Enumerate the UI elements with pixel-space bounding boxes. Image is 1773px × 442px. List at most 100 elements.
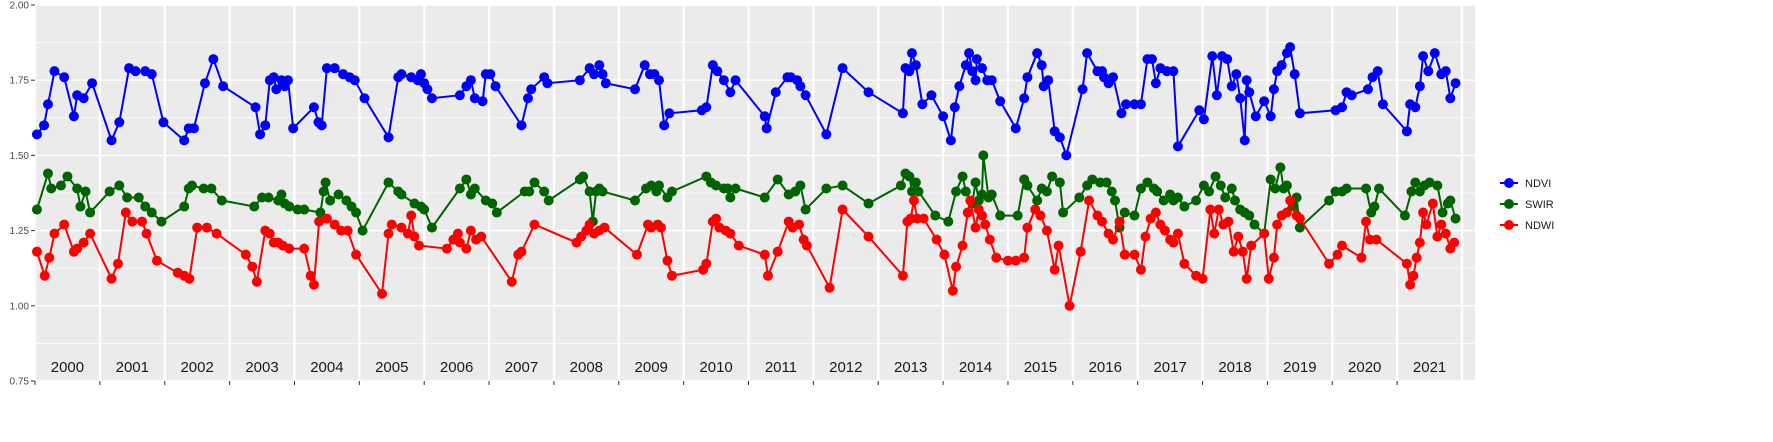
ndvi-point (490, 81, 501, 92)
ndwi-point (1263, 273, 1274, 284)
ndvi-point (589, 69, 600, 80)
ndvi-point (349, 75, 360, 86)
ndvi-point (1121, 99, 1132, 110)
ndvi-point (308, 102, 319, 113)
swir-point (325, 195, 336, 206)
ndvi-point (359, 93, 370, 104)
ndwi-point (85, 228, 96, 239)
swir-point (654, 180, 664, 191)
ndvi-point (188, 123, 199, 134)
ndwi-point (1259, 228, 1270, 239)
swir-point (1110, 195, 1120, 206)
swir-point (1047, 171, 1058, 182)
legend-label-ndvi: NDVI (1525, 178, 1551, 190)
ndwi-point (1135, 264, 1146, 275)
ndvi-point (383, 132, 394, 143)
ndwi-point (918, 213, 929, 224)
swir-point (951, 186, 962, 197)
ndvi-point (1022, 72, 1033, 83)
swir-point (396, 189, 407, 200)
ndvi-point (260, 120, 271, 131)
ndvi-point (526, 84, 537, 95)
swir-point (1179, 201, 1190, 212)
ndwi-point (351, 249, 362, 260)
ndvi-point (87, 78, 98, 89)
ndwi-point (529, 219, 540, 230)
swir-point (1012, 210, 1023, 221)
swir-point (216, 195, 227, 206)
ndvi-point (1032, 48, 1043, 59)
ndvi-point (995, 96, 1006, 107)
legend-label-swir: SWIR (1525, 199, 1554, 211)
ndwi-point (762, 270, 773, 281)
ndvi-point (917, 99, 928, 110)
ndwi-point (965, 195, 976, 206)
swir-point (1041, 186, 1052, 197)
ndvi-point (1294, 108, 1305, 119)
swir-point (1230, 195, 1240, 206)
ndvi-point (597, 69, 608, 80)
ndwi-point (991, 252, 1002, 263)
ndwi-point (1119, 249, 1130, 260)
ndvi-point (1061, 150, 1072, 161)
swir-point (800, 204, 811, 215)
ndvi-point (910, 60, 921, 71)
ndvi-point (949, 102, 960, 113)
ndvi-point (1244, 87, 1255, 98)
ndwi-point (44, 252, 55, 263)
ndvi-point (1194, 105, 1205, 116)
ndwi-point (137, 216, 148, 227)
swir-point (904, 171, 915, 182)
swir-point (1210, 171, 1221, 182)
swir-point (986, 189, 997, 200)
ndwi-point (59, 219, 70, 230)
swir-point (957, 171, 968, 182)
swir-point (930, 210, 941, 221)
ndwi-point (1332, 249, 1343, 260)
swir-point (1191, 195, 1202, 206)
ndvi-point (904, 66, 915, 77)
ndwi-point (1356, 252, 1367, 263)
swir-point (1450, 213, 1461, 224)
ndwi-point (78, 237, 89, 248)
ndwi-point (666, 270, 677, 281)
swir-point (55, 180, 66, 191)
legend: NDVI SWIR NDWI (1500, 178, 1554, 232)
ndvi-point (725, 87, 736, 98)
ndwi-point (794, 219, 805, 230)
swir-point (80, 186, 91, 197)
swir-point (133, 192, 144, 203)
ndvi-point (1414, 81, 1425, 92)
ndvi-point (78, 93, 89, 104)
ndwi-point (1209, 228, 1220, 239)
ndvi-point (454, 90, 465, 101)
ndwi-point (1223, 216, 1234, 227)
ndvi-point (39, 120, 50, 131)
ndwi-point (1129, 249, 1140, 260)
swir-point (578, 171, 589, 182)
swir-point (1432, 180, 1443, 191)
swir-point (1101, 177, 1112, 188)
ndvi-point (218, 81, 229, 92)
swir-point (351, 207, 362, 218)
ndvi-point (1222, 54, 1233, 65)
ndwi-point (1053, 240, 1064, 251)
ndwi-point (1241, 273, 1252, 284)
ndwi-point (454, 237, 465, 248)
ndvi-point (1276, 60, 1287, 71)
swir-point (630, 195, 640, 206)
ndvi-point (1172, 141, 1183, 152)
ndwi-point (1371, 234, 1382, 245)
ndwi-point (863, 231, 874, 242)
swir-point (72, 183, 83, 194)
ndvi-point (1410, 102, 1421, 113)
year-label: 2010 (699, 359, 732, 376)
ndvi-point (1285, 42, 1296, 53)
ndvi-point (1418, 51, 1429, 62)
swir-point (263, 192, 274, 203)
ndvi-point (1289, 69, 1300, 80)
swir-point (995, 210, 1006, 221)
ndvi-point (1450, 78, 1461, 89)
ndwi-point (984, 234, 995, 245)
